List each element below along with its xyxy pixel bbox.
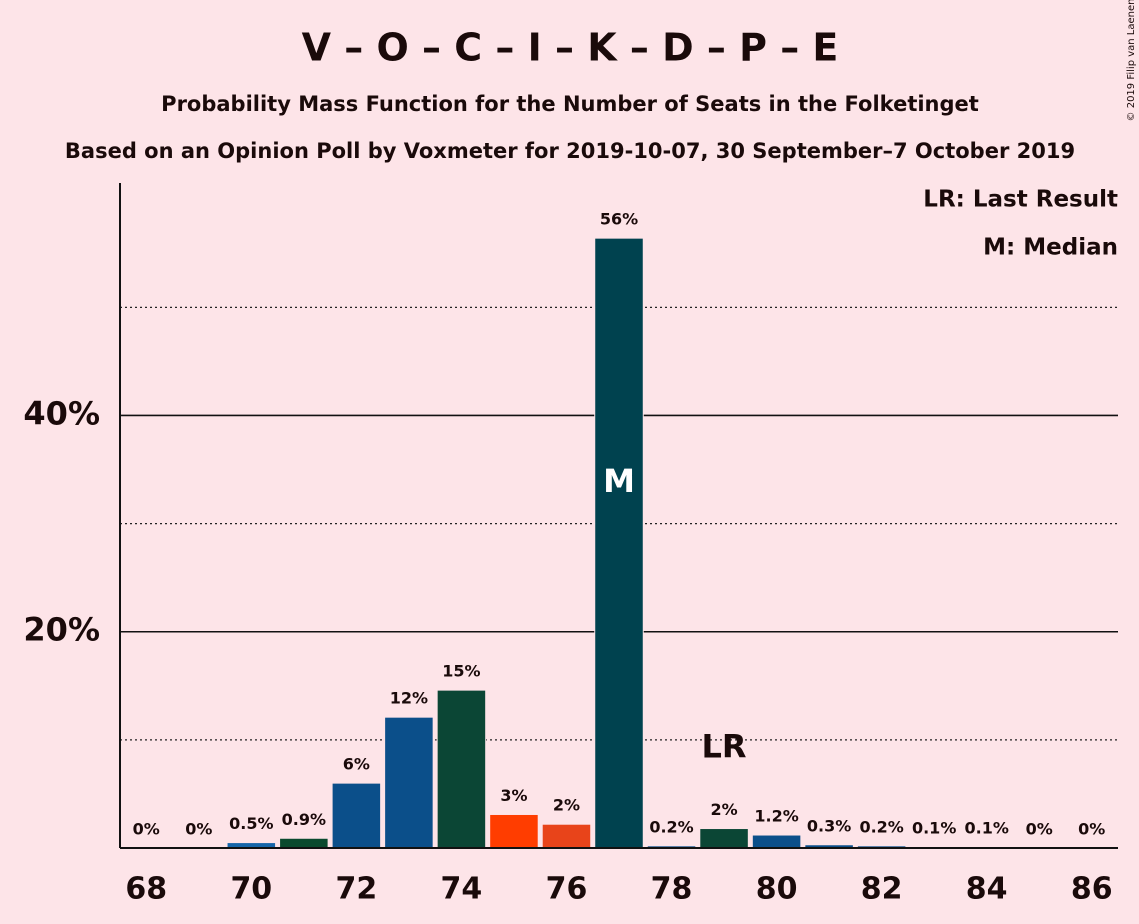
value-label: 2% [553, 796, 580, 815]
bar [331, 782, 382, 849]
value-label: 0.3% [807, 816, 851, 835]
x-tick-label: 82 [861, 872, 903, 907]
annotation: M [603, 462, 635, 500]
annotation: LR [702, 728, 747, 766]
chart-subtitle: Probability Mass Function for the Number… [161, 92, 979, 116]
value-label: 3% [500, 786, 527, 805]
value-label: 0.1% [964, 818, 1008, 837]
value-label: 15% [442, 662, 480, 681]
value-label: 12% [390, 689, 428, 708]
x-tick-label: 80 [756, 872, 798, 907]
value-label: 0.9% [282, 810, 326, 829]
bar [751, 834, 802, 849]
value-label: 6% [343, 755, 370, 774]
value-label: 0.2% [649, 817, 693, 836]
x-tick-label: 86 [1071, 872, 1113, 907]
value-label: 2% [710, 800, 737, 819]
x-tick-label: 78 [651, 872, 693, 907]
value-label: 0% [1026, 820, 1053, 839]
bar [279, 837, 329, 849]
bar [699, 828, 749, 849]
value-label: 1.2% [754, 807, 798, 826]
copyright: © 2019 Filip van Laenen [1126, 0, 1137, 121]
x-tick-label: 70 [230, 872, 272, 907]
value-label: 0.5% [229, 814, 273, 833]
x-tick-label: 74 [441, 872, 483, 907]
value-label: 0% [1078, 820, 1105, 839]
value-label: 0.2% [859, 817, 903, 836]
x-tick-label: 72 [335, 872, 377, 907]
legend-entry: M: Median [983, 235, 1118, 261]
value-label: 0% [185, 820, 212, 839]
value-label: 0% [133, 820, 160, 839]
y-tick-label: 20% [23, 611, 100, 649]
bar [436, 689, 487, 849]
bar [489, 813, 539, 849]
legend-entry: LR: Last Result [923, 187, 1118, 213]
chart-caption: Based on an Opinion Poll by Voxmeter for… [65, 139, 1075, 163]
bar [594, 237, 644, 849]
bar [384, 716, 434, 849]
value-label: 56% [600, 210, 638, 229]
x-tick-label: 68 [125, 872, 167, 907]
chart-title: V – O – C – I – K – D – P – E [302, 26, 839, 70]
x-tick-label: 84 [966, 872, 1008, 907]
y-tick-label: 40% [23, 394, 100, 432]
x-tick-label: 76 [546, 872, 588, 907]
value-label: 0.1% [912, 818, 956, 837]
bar [541, 823, 592, 849]
